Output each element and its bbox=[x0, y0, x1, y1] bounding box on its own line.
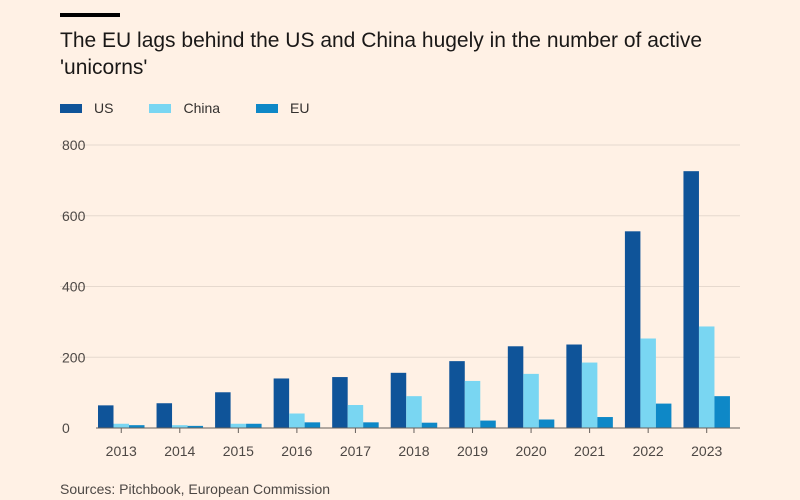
bar-us-2014 bbox=[156, 403, 173, 428]
legend-swatch-china bbox=[149, 103, 172, 113]
x-tick-label-2018: 2018 bbox=[398, 443, 429, 459]
bar-eu-2013 bbox=[129, 425, 145, 428]
bar-eu-2017 bbox=[363, 422, 379, 428]
x-tick-label-2014: 2014 bbox=[164, 443, 195, 459]
bar-eu-2022 bbox=[655, 403, 672, 428]
bar-china-2015 bbox=[230, 423, 247, 428]
x-tick-label-2022: 2022 bbox=[633, 443, 664, 459]
bar-us-2017 bbox=[332, 377, 348, 428]
x-tick-label-2013: 2013 bbox=[106, 443, 137, 459]
bar-china-2017 bbox=[347, 405, 364, 428]
legend-item-eu: EU bbox=[256, 100, 310, 116]
bar-us-2021 bbox=[566, 344, 582, 428]
x-tick-label-2021: 2021 bbox=[574, 443, 605, 459]
bar-us-2018 bbox=[390, 372, 407, 428]
x-tick-label-2023: 2023 bbox=[691, 443, 722, 459]
bar-us-2019 bbox=[449, 361, 465, 428]
x-tick-label-2015: 2015 bbox=[223, 443, 254, 459]
bar-eu-2019 bbox=[480, 420, 496, 428]
legend-label-us: US bbox=[94, 100, 114, 116]
bar-china-2016 bbox=[289, 413, 305, 428]
x-tick-label-2016: 2016 bbox=[281, 443, 312, 459]
bar-china-2020 bbox=[523, 373, 539, 428]
x-tick-label-2019: 2019 bbox=[457, 443, 488, 459]
bar-china-2018 bbox=[406, 396, 422, 428]
bar-eu-2016 bbox=[304, 422, 321, 428]
source-note: Sources: Pitchbook, European Commission bbox=[60, 481, 331, 497]
x-tick-label-2020: 2020 bbox=[515, 443, 546, 459]
chart-title: The EU lags behind the US and China huge… bbox=[60, 29, 703, 79]
legend-item-china: China bbox=[149, 100, 220, 116]
y-tick-label-200: 200 bbox=[62, 349, 86, 365]
bar-china-2013 bbox=[113, 423, 129, 428]
legend-label-china: China bbox=[183, 100, 221, 116]
y-tick-label-800: 800 bbox=[62, 137, 86, 153]
legend-swatch-us bbox=[60, 103, 82, 113]
bar-us-2015 bbox=[215, 392, 231, 428]
legend-label-eu: EU bbox=[290, 100, 310, 116]
bar-us-2013 bbox=[98, 405, 114, 428]
y-tick-label-600: 600 bbox=[62, 208, 86, 224]
bar-eu-2014 bbox=[187, 425, 204, 428]
bar-china-2021 bbox=[581, 362, 598, 428]
bar-china-2023 bbox=[698, 326, 715, 428]
bar-us-2022 bbox=[624, 231, 641, 428]
bar-us-2016 bbox=[273, 378, 290, 428]
bar-eu-2023 bbox=[714, 396, 730, 428]
bar-china-2014 bbox=[172, 425, 188, 428]
bar-us-2020 bbox=[507, 346, 524, 428]
bar-eu-2018 bbox=[421, 422, 438, 428]
bar-eu-2021 bbox=[597, 417, 613, 428]
top-rule bbox=[60, 13, 120, 17]
x-tick-label-2017: 2017 bbox=[340, 443, 371, 459]
bar-us-2023 bbox=[683, 171, 699, 429]
bar-eu-2015 bbox=[246, 423, 262, 428]
bar-eu-2020 bbox=[538, 419, 555, 428]
legend: US China EU bbox=[60, 100, 346, 116]
legend-item-us: US bbox=[60, 100, 113, 116]
bar-china-2019 bbox=[464, 380, 481, 428]
y-tick-label-400: 400 bbox=[62, 279, 86, 295]
bar-china-2022 bbox=[640, 338, 656, 428]
y-tick-label-0: 0 bbox=[62, 420, 70, 436]
legend-swatch-eu bbox=[256, 103, 279, 113]
